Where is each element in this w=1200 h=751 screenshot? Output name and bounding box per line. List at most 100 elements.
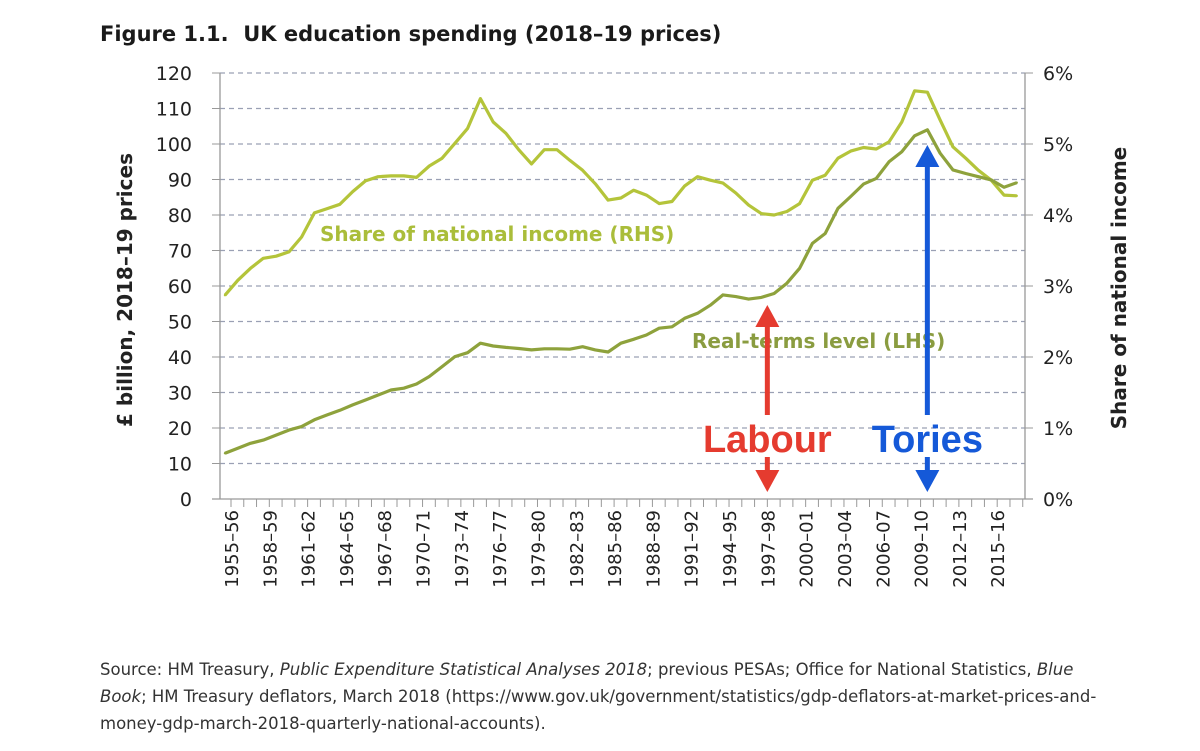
data-point [428, 375, 431, 378]
source-pesa: Public Expenditure Statistical Analyses … [279, 660, 648, 679]
data-point [772, 292, 776, 295]
data-point [836, 207, 840, 210]
data-point [875, 177, 878, 180]
x-tick-label: 1988–89 [643, 510, 664, 588]
tories-label: Tories [872, 419, 983, 461]
source-suffix: ; HM Treasury deflators, March 2018 (htt… [100, 687, 1097, 733]
x-tick-label: 1985–86 [605, 510, 626, 588]
data-point [543, 347, 546, 351]
data-point [440, 157, 444, 160]
data-point [440, 365, 444, 368]
data-point [747, 203, 750, 207]
data-point [402, 174, 405, 178]
x-tick-label: 1991–92 [682, 510, 703, 588]
data-point [964, 172, 967, 175]
data-point [377, 393, 380, 397]
data-point [313, 211, 316, 215]
y-tick-label-left: 20 [168, 418, 192, 440]
data-point [887, 140, 891, 144]
data-point [785, 281, 789, 285]
source-note: Source: HM Treasury, Public Expenditure … [100, 656, 1120, 737]
data-point [709, 179, 712, 182]
data-point [926, 128, 929, 131]
data-point [300, 235, 303, 239]
data-point [619, 196, 623, 200]
x-tick-label: 1979–80 [528, 510, 549, 588]
data-point [798, 267, 801, 270]
y-tick-label-left: 0 [180, 489, 192, 511]
source-bluebook: Blue Book [100, 660, 1074, 706]
data-point [364, 179, 367, 183]
data-point [313, 418, 316, 422]
data-point [351, 190, 354, 193]
chart-title: Figure 1.1. UK education spending (2018–… [100, 22, 722, 46]
data-point [606, 198, 610, 202]
data-point [236, 279, 239, 282]
series-label-share: Share of national income (RHS) [320, 222, 674, 246]
data-point [760, 296, 763, 299]
data-point [325, 413, 329, 417]
labour-arrow-up-head [755, 305, 780, 327]
data-point [657, 202, 661, 205]
data-point [453, 355, 457, 358]
real-terms-line [224, 128, 1018, 455]
data-point [913, 134, 916, 138]
data-point [696, 175, 699, 178]
data-point [849, 149, 852, 153]
data-point [1015, 194, 1018, 198]
data-point [721, 293, 725, 297]
y-tick-label-left: 120 [156, 63, 192, 85]
x-tick-label: 1973–74 [452, 510, 473, 588]
data-point [926, 90, 929, 94]
data-point [453, 142, 457, 145]
data-point [364, 398, 367, 402]
data-point [696, 312, 699, 315]
data-point [517, 347, 520, 350]
data-point [236, 447, 239, 450]
data-point [504, 132, 508, 135]
data-point [389, 174, 393, 178]
data-point [683, 317, 686, 320]
x-tick-label: 1961–62 [299, 510, 320, 588]
data-point [581, 345, 584, 348]
data-point [606, 350, 610, 354]
data-point [836, 157, 840, 160]
data-point [543, 148, 546, 151]
data-point [530, 162, 533, 166]
data-point [862, 146, 865, 149]
data-point [938, 152, 942, 155]
y-tick-label-right: 0% [1043, 489, 1073, 511]
data-point [338, 203, 342, 206]
share-line [223, 89, 1017, 297]
data-point [683, 184, 686, 188]
data-point [938, 118, 942, 122]
data-point [645, 333, 648, 337]
x-tick-label: 1964–65 [337, 510, 358, 588]
data-point [287, 250, 291, 254]
data-point [811, 179, 814, 182]
data-point [274, 254, 278, 258]
data-point [849, 195, 852, 198]
data-point [785, 210, 789, 213]
x-tick-label: 1976–77 [490, 510, 511, 588]
data-point [402, 387, 405, 390]
y-tick-label-left: 80 [168, 205, 192, 227]
data-point [798, 202, 801, 205]
data-point [951, 145, 955, 149]
x-tick-label: 2009–10 [912, 510, 933, 588]
data-point [555, 347, 559, 351]
data-point [721, 181, 725, 185]
y-tick-label-right: 3% [1043, 276, 1073, 298]
data-point [632, 188, 635, 192]
data-point [223, 452, 227, 455]
data-point [466, 127, 469, 130]
data-point [300, 425, 303, 428]
x-tick-label: 1955–56 [222, 510, 243, 588]
data-point [555, 148, 559, 151]
x-tick-label: 2015–16 [988, 510, 1009, 588]
data-point [428, 164, 431, 168]
data-point [491, 344, 495, 348]
data-point [823, 232, 827, 235]
data-point [338, 409, 342, 412]
y-tick-label-right: 5% [1043, 134, 1073, 156]
